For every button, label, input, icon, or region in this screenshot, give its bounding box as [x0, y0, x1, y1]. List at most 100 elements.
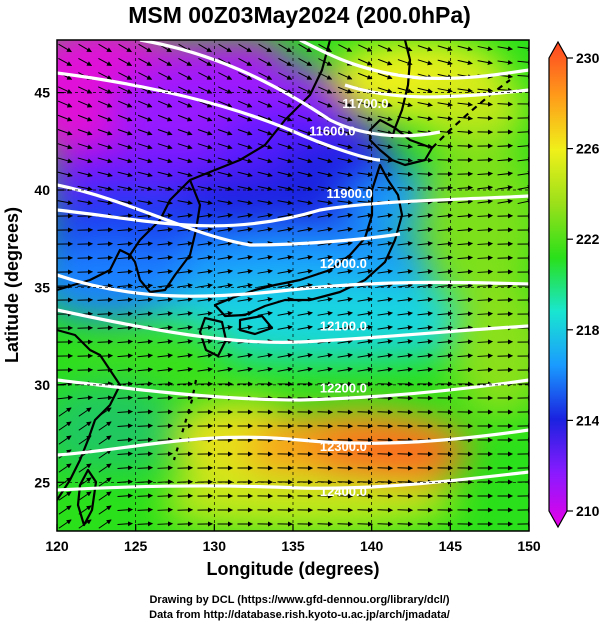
- wind-arrow: [77, 171, 93, 178]
- wind-arrow: [497, 255, 513, 261]
- wind-arrow: [477, 171, 493, 177]
- wind-arrow: [217, 129, 233, 136]
- wind-arrow: [98, 435, 112, 445]
- credit-drawing: Drawing by DCL (https://www.gfd-dennou.o…: [149, 594, 450, 606]
- wind-arrow: [517, 129, 529, 135]
- wind-arrow: [337, 311, 353, 316]
- wind-arrow: [377, 144, 393, 150]
- wind-arrow: [177, 269, 193, 275]
- wind-arrow: [117, 185, 133, 192]
- wind-arrow: [377, 115, 393, 122]
- wind-arrow: [417, 297, 433, 303]
- wind-arrow: [98, 43, 112, 53]
- wind-arrow: [517, 171, 529, 177]
- coastline-kuril-islands: [431, 79, 511, 149]
- wind-arrow: [118, 72, 133, 80]
- colorbar-tick-label: 230: [576, 50, 599, 66]
- wind-arrow: [117, 86, 133, 94]
- wind-arrow: [138, 43, 152, 53]
- wind-arrow: [257, 297, 273, 302]
- wind-arrow: [258, 57, 273, 67]
- wind-arrow: [377, 297, 393, 303]
- wind-arrow: [417, 45, 433, 52]
- wind-arrow: [337, 353, 353, 358]
- wind-arrow: [77, 143, 93, 150]
- wind-arrow: [117, 325, 133, 331]
- wind-arrow: [298, 72, 313, 80]
- contour-label: 12100.0: [320, 318, 367, 333]
- wind-arrow: [98, 491, 112, 501]
- wind-arrow: [217, 255, 233, 260]
- wind-arrow: [177, 255, 193, 261]
- wind-arrow: [217, 227, 233, 232]
- coastline-kyushu: [198, 316, 228, 358]
- wind-arrow: [337, 157, 353, 164]
- wind-arrow: [437, 129, 453, 135]
- chart-title: MSM 00Z03May2024 (200.0hPa): [128, 2, 471, 28]
- wind-arrow: [197, 353, 213, 359]
- x-axis: 120 125 130 135 140 145 150: [45, 524, 541, 554]
- x-tick-label: 145: [439, 538, 463, 554]
- wind-arrow: [497, 227, 513, 233]
- wind-arrow: [157, 311, 173, 317]
- wind-arrow: [497, 311, 513, 317]
- wind-arrow: [277, 114, 293, 122]
- wind-arrow: [158, 72, 173, 80]
- x-tick-label: 125: [124, 538, 148, 554]
- wind-arrow: [97, 129, 113, 136]
- wind-arrow: [137, 129, 153, 136]
- wind-arrow: [497, 59, 513, 65]
- wind-arrow: [517, 198, 529, 205]
- wind-arrow: [257, 367, 273, 372]
- wind-arrow: [117, 339, 133, 345]
- coastline-hokkaido: [368, 118, 434, 167]
- wind-arrow: [117, 269, 133, 275]
- wind-arrow: [357, 143, 373, 150]
- wind-arrow: [157, 255, 173, 261]
- contour-labels: 11600.0 11700.0 11900.0 12000.0 12100.0 12200…: [309, 96, 388, 499]
- wind-arrow: [57, 114, 73, 122]
- wind-arrow: [457, 87, 473, 93]
- wind-arrow: [317, 157, 333, 164]
- wind-arrow: [317, 325, 333, 330]
- wind-arrow: [397, 44, 413, 52]
- colorbar-tick-label: 226: [576, 141, 599, 157]
- wind-arrow: [357, 185, 373, 191]
- wind-arrow: [137, 171, 153, 178]
- colorbar-tick-label: 210: [576, 503, 599, 519]
- wind-arrow: [197, 297, 213, 303]
- wind-arrow: [377, 157, 393, 163]
- wind-arrow: [98, 519, 112, 529]
- wind-arrow: [157, 129, 173, 136]
- wind-arrow: [78, 43, 92, 53]
- wind-arrow: [457, 353, 473, 359]
- wind-arrow: [137, 311, 153, 317]
- wind-arrow: [177, 353, 193, 359]
- wind-arrow: [197, 100, 213, 108]
- wind-arrow: [97, 200, 113, 206]
- wind-arrow: [477, 367, 493, 373]
- wind-arrow: [77, 200, 93, 206]
- wind-arrow: [457, 325, 473, 331]
- wind-arrow: [257, 86, 273, 94]
- wind-arrow: [157, 339, 173, 345]
- wind-arrow: [457, 59, 473, 66]
- wind-arrow: [197, 339, 213, 345]
- wind-arrow: [477, 283, 493, 289]
- coastline-china-south: [57, 328, 122, 501]
- wind-arrow: [437, 311, 453, 317]
- wind-arrow: [257, 311, 273, 316]
- wind-arrow: [137, 395, 153, 401]
- wind-arrow: [317, 227, 333, 232]
- y-tick-label: 45: [34, 85, 50, 101]
- wind-arrow: [98, 57, 113, 67]
- contour-label: 12000.0: [320, 256, 367, 271]
- wind-arrow: [497, 367, 513, 373]
- wind-arrow: [437, 213, 453, 219]
- wind-arrow: [157, 465, 173, 471]
- wind-arrow: [197, 283, 213, 289]
- wind-arrow: [177, 213, 193, 219]
- wind-arrow: [417, 353, 433, 359]
- wind-arrow: [297, 114, 313, 122]
- wind-arrow: [417, 59, 433, 66]
